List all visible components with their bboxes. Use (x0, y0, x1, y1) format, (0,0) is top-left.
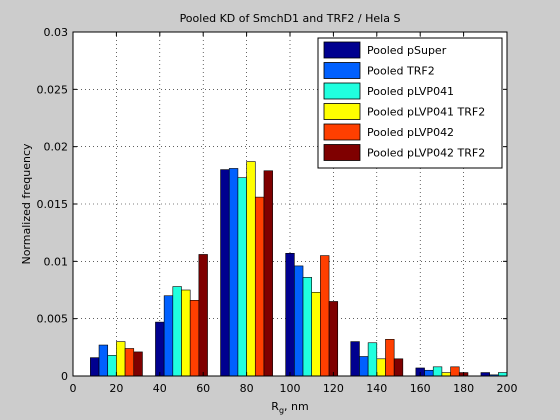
x-tick-label: 40 (153, 382, 167, 395)
bar-pooled-plvp042 (189, 300, 200, 377)
bar-pooled-psuper (285, 253, 295, 377)
legend-label: Pooled pLVP042 (367, 126, 454, 139)
legend: Pooled pSuper Pooled TRF2 Pooled pLVP041 Po… (317, 37, 503, 169)
legend-label: Pooled pLVP041 (367, 85, 454, 98)
bar-pooled-plvp041-trf2 (116, 341, 126, 377)
bar-pooled-plvp041 (302, 277, 312, 377)
bar-pooled-plvp042 (320, 255, 330, 377)
bar-pooled-trf2 (163, 295, 174, 377)
bar-pooled-plvp041 (172, 286, 182, 377)
x-tick-label: 200 (497, 382, 518, 395)
bar-pooled-plvp042-trf2 (328, 301, 339, 377)
y-tick-label: 0.025 (37, 83, 69, 96)
legend-label: Pooled pLVP042 TRF2 (367, 147, 485, 160)
chart-title: Pooled KD of SmchD1 and TRF2 / Hela S (180, 12, 401, 25)
x-tick-label: 20 (109, 382, 123, 395)
y-tick-label: 0.015 (37, 198, 69, 211)
legend-swatch (323, 103, 361, 120)
bar-series-group (90, 161, 508, 377)
bar-pooled-trf2 (98, 344, 109, 377)
bar-pooled-plvp041-trf2 (311, 291, 321, 377)
x-tick-label: 180 (453, 382, 474, 395)
bar-pooled-trf2 (228, 168, 239, 377)
y-tick-label: 0.005 (37, 313, 69, 326)
legend-label: Pooled pSuper (367, 44, 447, 57)
x-tick-label: 60 (196, 382, 210, 395)
bar-pooled-plvp042-trf2 (198, 254, 208, 377)
y-tick-label: 0.03 (44, 26, 69, 39)
bar-pooled-plvp041 (237, 177, 247, 377)
y-tick-label: 0 (61, 370, 68, 383)
bar-pooled-plvp041 (367, 342, 378, 377)
bar-pooled-plvp042 (450, 366, 460, 377)
y-tick-labels: 0 0.005 0.01 0.015 0.02 0.025 0.03 (37, 26, 69, 383)
x-tick-label: 140 (366, 382, 387, 395)
x-axis-label-unit: , nm (284, 400, 309, 413)
x-axis-label-subscript: g (279, 406, 284, 415)
bar-pooled-trf2 (294, 265, 304, 377)
x-tick-labels: 0 20 40 60 80 100 120 140 160 180 200 (70, 382, 518, 395)
x-tick-label: 100 (280, 382, 301, 395)
bar-pooled-trf2 (424, 369, 434, 377)
legend-swatch (323, 41, 361, 59)
bar-pooled-psuper (350, 341, 360, 377)
bar-pooled-plvp041-trf2 (181, 289, 191, 377)
bar-pooled-psuper (220, 169, 230, 377)
bar-pooled-plvp041-trf2 (441, 372, 451, 377)
bar-pooled-plvp041 (498, 372, 508, 377)
bar-pooled-psuper (480, 372, 490, 377)
bar-pooled-trf2 (359, 356, 369, 377)
legend-label: Pooled TRF2 (367, 65, 435, 78)
bar-pooled-plvp041-trf2 (376, 358, 386, 377)
bar-pooled-plvp042-trf2 (393, 358, 404, 377)
y-tick-label: 0.02 (44, 141, 69, 154)
bar-pooled-plvp042-trf2 (263, 170, 273, 377)
legend-swatch (323, 62, 361, 79)
x-tick-label: 80 (240, 382, 254, 395)
axis-ticks (72, 31, 508, 377)
bar-pooled-plvp042-trf2 (133, 351, 143, 377)
legend-swatch (323, 144, 361, 161)
x-axis-label: Rg, nm (271, 400, 308, 415)
bar-pooled-plvp042 (254, 196, 265, 377)
bar-pooled-plvp041-trf2 (246, 161, 256, 377)
bar-pooled-plvp041 (107, 355, 117, 377)
x-tick-label: 120 (323, 382, 344, 395)
bar-pooled-psuper (90, 357, 100, 377)
legend-label: Pooled pLVP041 TRF2 (367, 106, 485, 119)
legend-swatch (323, 123, 361, 141)
x-tick-label: 0 (70, 382, 77, 395)
bar-pooled-plvp042 (124, 348, 135, 377)
y-axis-label: Normalized frequency (20, 143, 33, 265)
bar-pooled-plvp041 (432, 366, 443, 377)
x-tick-label: 160 (410, 382, 431, 395)
legend-swatch (323, 82, 361, 100)
x-axis-label-symbol: R (271, 400, 279, 413)
y-tick-label: 0.01 (44, 255, 69, 268)
bar-pooled-psuper (155, 321, 165, 377)
bar-pooled-plvp042 (385, 339, 395, 377)
